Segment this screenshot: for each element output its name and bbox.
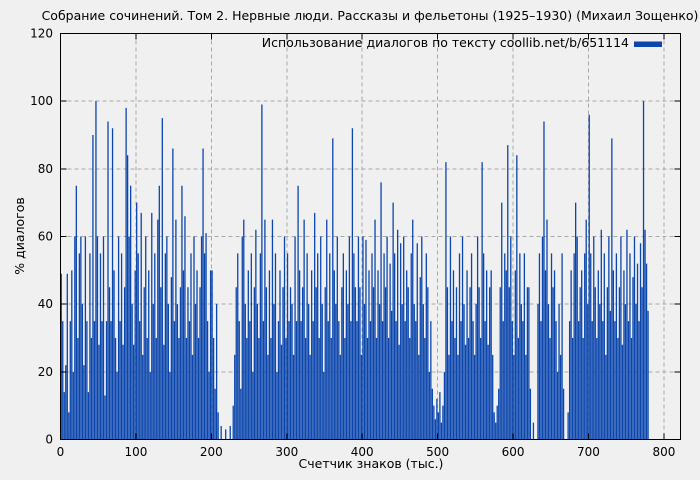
x-tick-label: 700	[577, 445, 600, 459]
x-tick-label: 200	[200, 445, 223, 459]
dialog-usage-series	[60, 101, 649, 439]
x-tick-label: 800	[652, 445, 675, 459]
x-tick-label: 400	[351, 445, 374, 459]
chart-title: Собрание сочинений. Том 2. Нервные люди.…	[42, 8, 699, 23]
tick-labels: 0 100 200 300 400 500 600 700 800 0 20 40 60 80 100 120	[30, 27, 675, 460]
impulse-bars	[60, 101, 649, 439]
y-axis-label: % диалогов	[12, 197, 27, 275]
y-tick-label: 60	[38, 230, 53, 244]
y-tick-label: 40	[38, 297, 53, 311]
y-tick-label: 20	[38, 365, 53, 379]
y-tick-label: 80	[38, 162, 53, 176]
y-tick-label: 120	[30, 27, 53, 41]
axis-ticks	[60, 33, 681, 440]
y-tick-label: 0	[45, 433, 53, 447]
legend: Использование диалогов по тексту coollib…	[262, 35, 662, 50]
y-tick-label: 100	[30, 94, 53, 108]
x-tick-label: 600	[502, 445, 525, 459]
x-tick-label: 500	[426, 445, 449, 459]
x-axis-label: Счетчик знаков (тыс.)	[299, 456, 444, 471]
legend-label: Использование диалогов по тексту coollib…	[262, 35, 629, 50]
x-tick-label: 100	[124, 445, 147, 459]
legend-swatch	[634, 41, 662, 47]
x-tick-label: 300	[275, 445, 298, 459]
x-tick-label: 0	[57, 445, 65, 459]
